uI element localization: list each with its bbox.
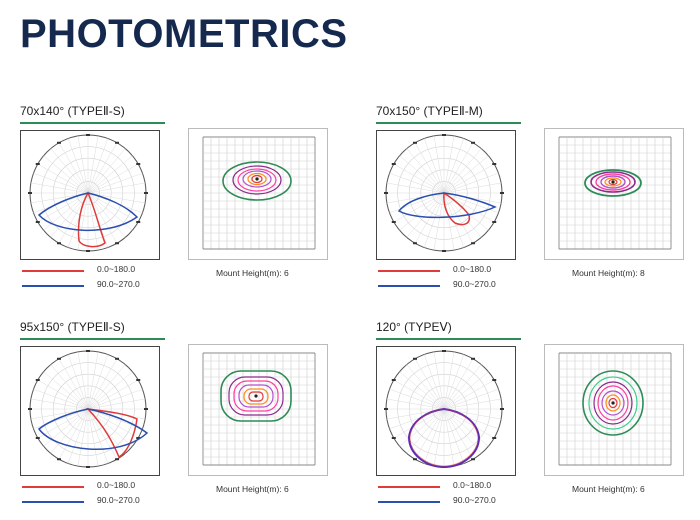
red-curve — [443, 191, 471, 226]
legend-red-label: 0.0~180.0 — [97, 480, 136, 490]
isolux-contours — [582, 370, 644, 436]
legend-blue: 90.0~270.0 — [376, 495, 536, 507]
mount-height: Mount Height(m): 6 — [572, 484, 645, 494]
photometric-block-1: 70x140° (TYPEⅡ-S) 0.0~180.0 90.0 — [20, 104, 350, 304]
polar-diagram-svg — [384, 350, 504, 469]
blue-curve — [37, 408, 149, 450]
polar-diagram-svg — [384, 134, 504, 252]
legend-red-swatch — [378, 486, 440, 488]
isolux-diagram-svg — [202, 136, 316, 250]
polar-diagram — [20, 346, 160, 476]
isolux-grid — [202, 136, 316, 250]
legend-red-swatch — [22, 486, 84, 488]
blue-curve — [397, 192, 497, 219]
polar-diagram — [376, 346, 516, 476]
title-underline — [376, 122, 521, 124]
photometric-block-2: 70x150° (TYPEⅡ-M) 0.0~180.0 90.0 — [376, 104, 700, 304]
isolux-grid — [558, 136, 672, 250]
polar-diagram-svg — [28, 350, 149, 468]
legend-blue-label: 90.0~270.0 — [453, 279, 496, 289]
isolux-diagram-svg — [558, 352, 672, 466]
photometric-block-3: 95x150° (TYPEⅡ-S) 0.0~180.0 90.0 — [20, 320, 350, 520]
legend-blue: 90.0~270.0 — [376, 279, 536, 291]
red-curve — [409, 408, 479, 467]
isolux-diagram — [544, 128, 684, 260]
legend-blue-swatch — [22, 285, 84, 287]
legend-blue-swatch — [378, 285, 440, 287]
block-title: 70x150° (TYPEⅡ-M) — [376, 104, 483, 118]
isolux-diagram — [188, 128, 328, 260]
red-curve — [77, 191, 106, 248]
block-title: 70x140° (TYPEⅡ-S) — [20, 104, 125, 118]
legend-red-swatch — [22, 270, 84, 272]
legend-red-swatch — [378, 270, 440, 272]
isolux-diagram — [544, 344, 684, 476]
title-underline — [20, 122, 165, 124]
legend-blue-label: 90.0~270.0 — [97, 495, 140, 505]
legend-red-label: 0.0~180.0 — [97, 264, 136, 274]
photometric-block-4: 120° (TYPEⅤ) 0.0~180.0 — [376, 320, 700, 520]
isolux-grid — [202, 352, 316, 466]
isolux-diagram-svg — [558, 136, 672, 250]
purple-curve — [407, 407, 481, 469]
legend-blue-swatch — [22, 501, 84, 503]
legend-blue: 90.0~270.0 — [20, 495, 180, 507]
isolux-diagram — [188, 344, 328, 476]
polar-grid — [28, 350, 148, 468]
legend-blue-label: 90.0~270.0 — [453, 495, 496, 505]
isolux-contours — [222, 161, 292, 201]
legend-blue: 90.0~270.0 — [20, 279, 180, 291]
legend-red-label: 0.0~180.0 — [453, 480, 492, 490]
legend-red: 0.0~180.0 — [376, 264, 536, 276]
title-underline — [20, 338, 165, 340]
isolux-contours — [584, 169, 642, 197]
block-title: 120° (TYPEⅤ) — [376, 320, 452, 334]
mount-height: Mount Height(m): 8 — [572, 268, 645, 278]
block-title: 95x150° (TYPEⅡ-S) — [20, 320, 125, 334]
polar-grid — [384, 134, 504, 252]
legend-red: 0.0~180.0 — [376, 480, 536, 492]
polar-diagram — [376, 130, 516, 260]
polar-grid — [384, 350, 504, 468]
isolux-contours — [220, 370, 292, 422]
legend-red-label: 0.0~180.0 — [453, 264, 492, 274]
legend-red: 0.0~180.0 — [20, 264, 180, 276]
isolux-grid — [558, 352, 672, 466]
page-title: PHOTOMETRICS — [20, 12, 348, 56]
isolux-diagram-svg — [202, 352, 316, 466]
polar-diagram-svg — [28, 134, 148, 252]
red-curve — [86, 407, 138, 459]
polar-diagram — [20, 130, 160, 260]
legend-red: 0.0~180.0 — [20, 480, 180, 492]
blue-curve — [37, 192, 139, 232]
title-underline — [376, 338, 521, 340]
legend-blue-label: 90.0~270.0 — [97, 279, 140, 289]
mount-height: Mount Height(m): 6 — [216, 268, 289, 278]
mount-height: Mount Height(m): 6 — [216, 484, 289, 494]
legend-blue-swatch — [378, 501, 440, 503]
